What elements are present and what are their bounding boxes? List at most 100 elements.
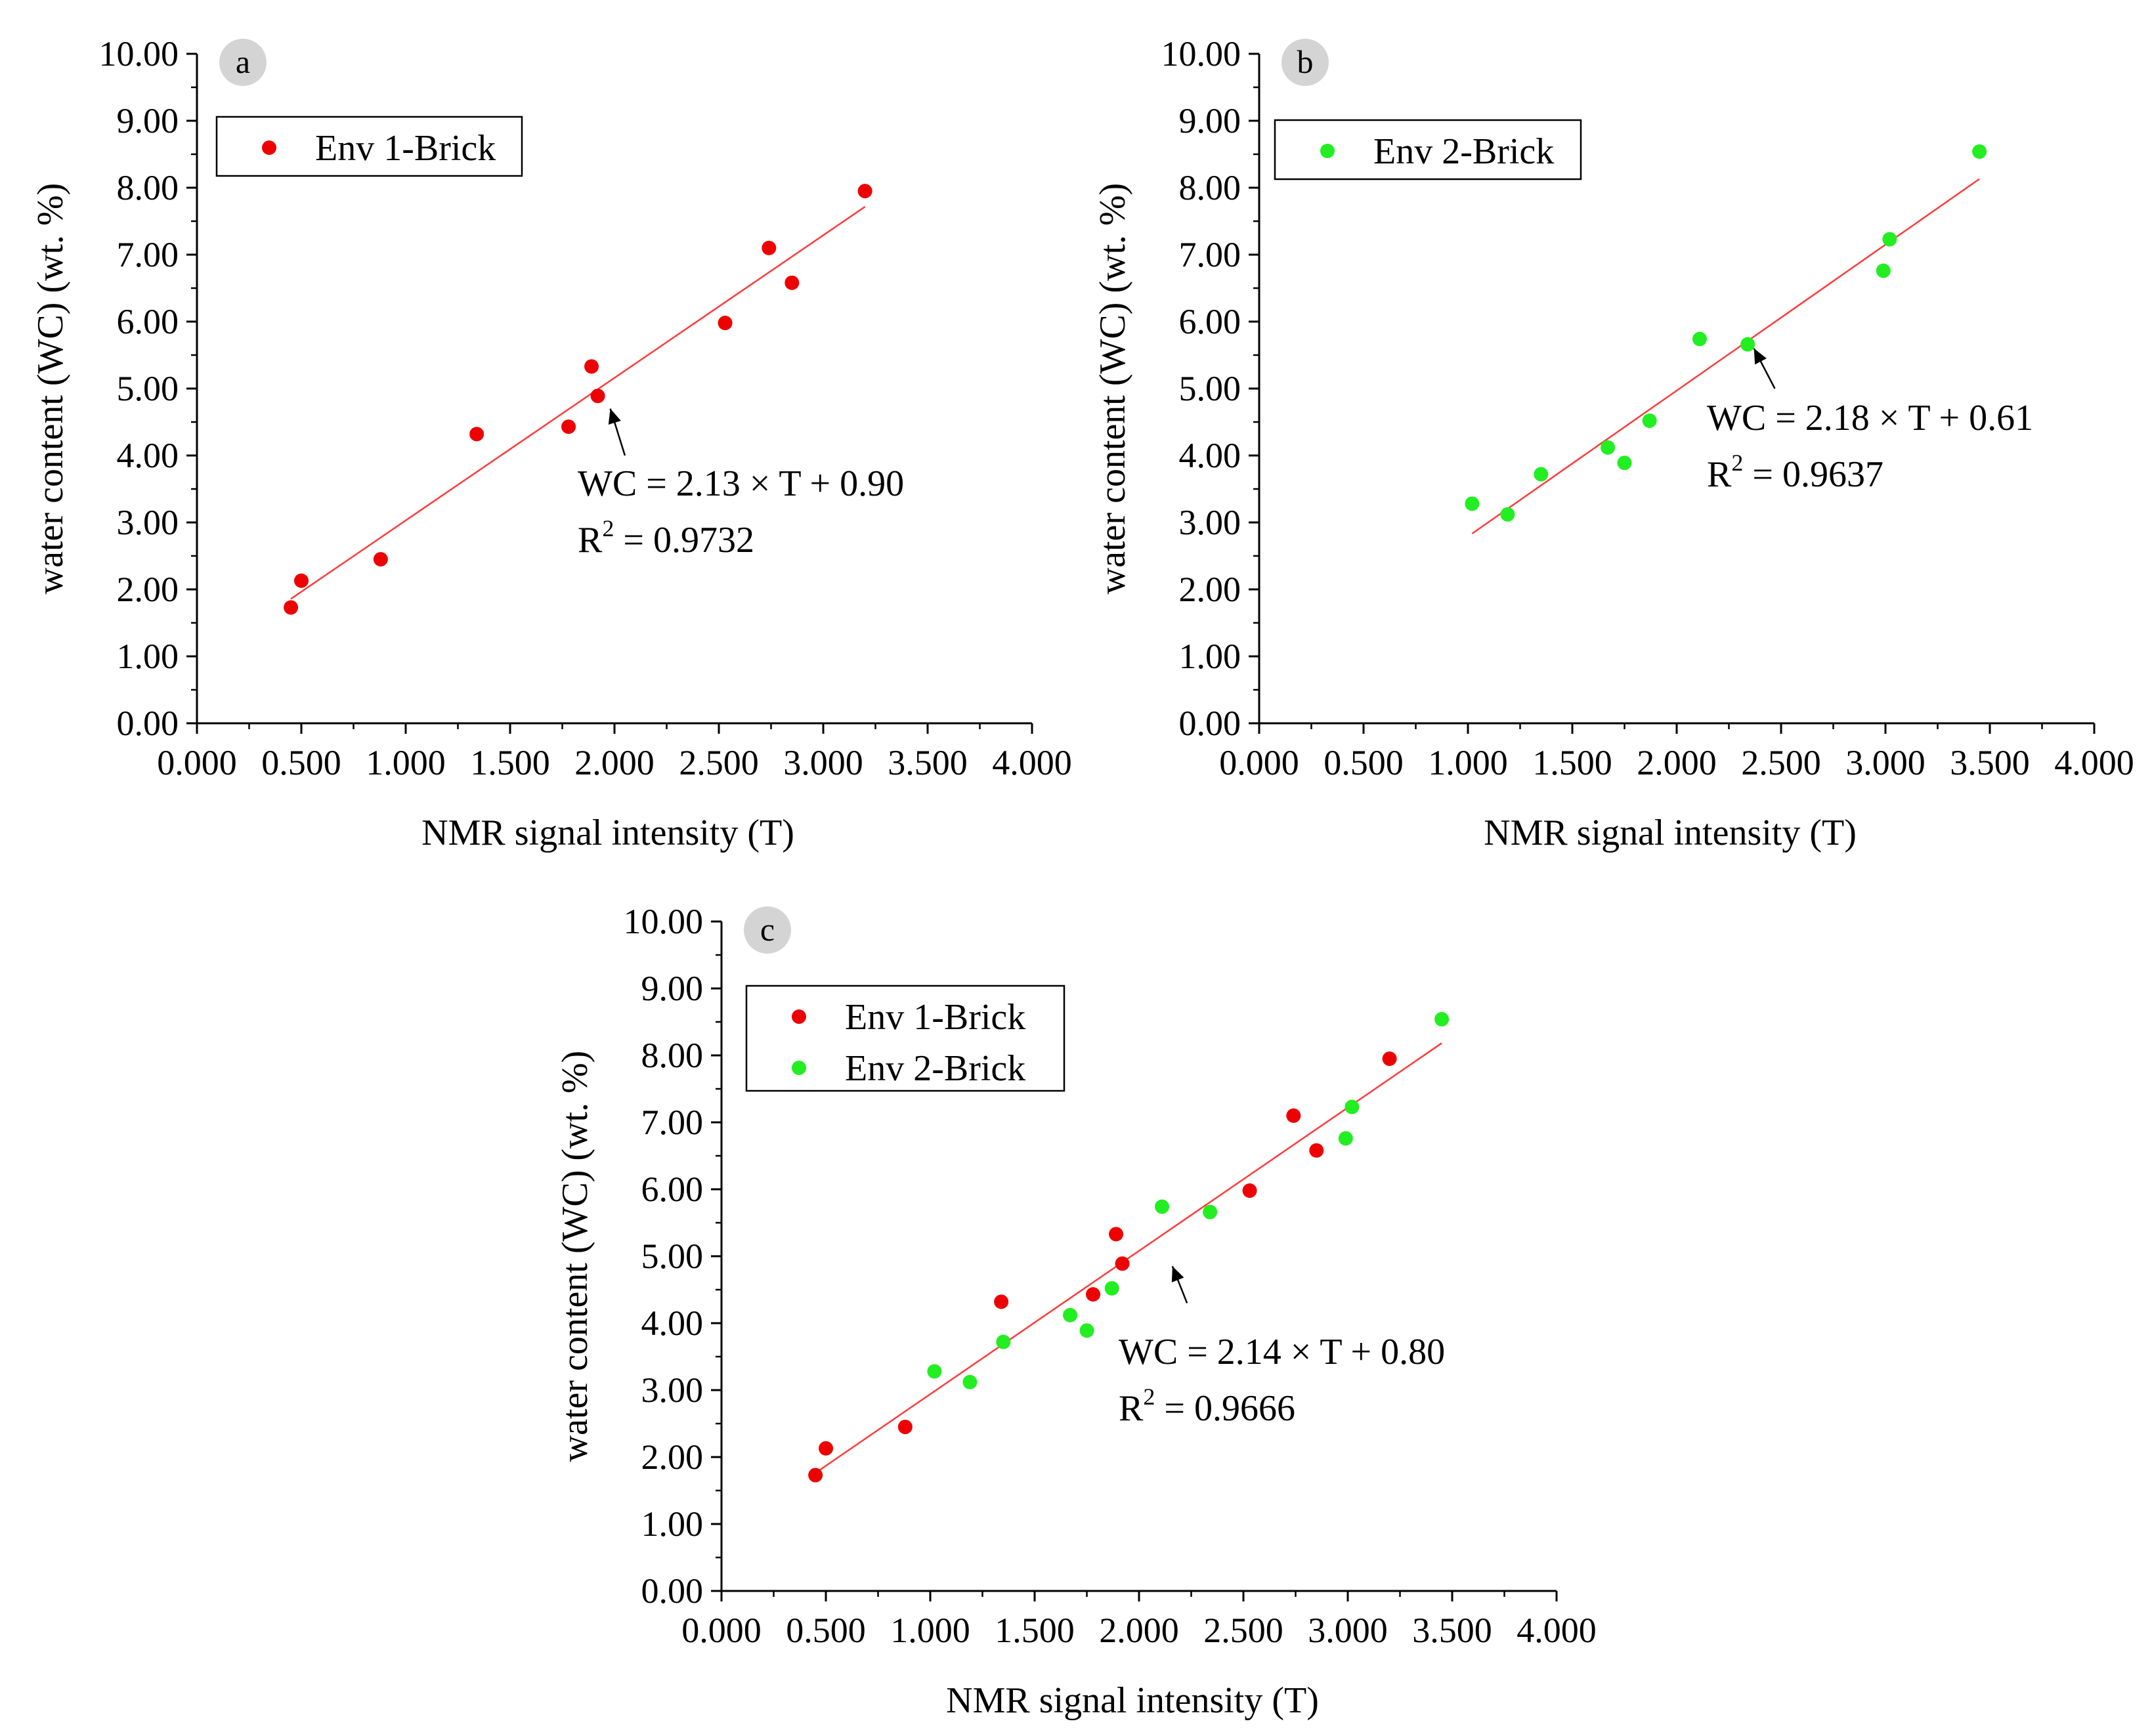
- series-env-2-brick: [927, 1011, 1450, 1389]
- r-squared-value: = 0.9637: [1743, 454, 1883, 495]
- data-point: [1601, 440, 1616, 455]
- series-env-2-brick: [1465, 144, 1987, 522]
- x-tick-label: 1.000: [1428, 743, 1508, 782]
- y-tick-label: 9.00: [641, 969, 704, 1008]
- data-point: [808, 1468, 823, 1483]
- data-point: [1154, 1199, 1169, 1214]
- data-point: [927, 1364, 942, 1379]
- annotation-arrow: [608, 408, 626, 456]
- legend-label: Env 1-Brick: [845, 997, 1025, 1038]
- data-point: [584, 359, 599, 374]
- x-tick-label: 3.000: [783, 743, 863, 782]
- panel-c: 0.000 0.500 1.000 1.500 2.000 2.500 3.000 3.500…: [555, 902, 1597, 1721]
- data-point: [1642, 413, 1657, 428]
- x-tick-label: 4.000: [1517, 1611, 1597, 1650]
- y-axis-title: water content (WC) (wt. %): [1092, 183, 1133, 595]
- x-tick-label: 0.500: [786, 1611, 866, 1650]
- y-tick-label: 4.00: [117, 436, 179, 475]
- annotation-arrow: [1171, 1265, 1188, 1303]
- y-tick-label: 2.00: [1179, 570, 1241, 609]
- series-env-1-brick: [808, 1051, 1397, 1483]
- y-tick-label: 6.00: [1179, 302, 1241, 341]
- legend-label: Env 2-Brick: [1373, 131, 1554, 172]
- data-point: [469, 427, 484, 442]
- r-squared-symbol: R: [578, 520, 603, 561]
- y-tick-label: 6.00: [117, 302, 179, 341]
- x-tick-label: 3.000: [1308, 1611, 1388, 1650]
- y-tick-label: 3.00: [641, 1370, 704, 1410]
- x-tick-label: 0.000: [1219, 743, 1299, 782]
- r-squared-value: = 0.9666: [1155, 1388, 1295, 1429]
- legend-label: Env 1-Brick: [315, 128, 496, 169]
- y-axis-title: water content (WC) (wt. %): [555, 1051, 595, 1462]
- y-tick-label: 7.00: [117, 235, 179, 274]
- y-tick-label: 0.00: [641, 1571, 704, 1611]
- legend: Env 2-Brick: [1274, 119, 1582, 180]
- legend-marker: [792, 1061, 806, 1075]
- legend-marker: [792, 1009, 806, 1024]
- x-tick-label: 2.000: [1099, 1611, 1179, 1650]
- data-point: [1104, 1281, 1119, 1296]
- data-point: [294, 573, 309, 588]
- y-tick-label: 8.00: [641, 1036, 704, 1075]
- x-tick-label: 4.000: [992, 743, 1072, 782]
- legend-marker: [262, 140, 276, 155]
- data-point: [1109, 1227, 1124, 1242]
- fit-equation: WC = 2.18 × T + 0.61: [1707, 398, 2033, 438]
- panel-badge: [1281, 39, 1329, 86]
- legend: Env 1-Brick Env 2-Brick: [745, 984, 1065, 1092]
- data-point: [1534, 467, 1549, 482]
- fit-equation: WC = 2.13 × T + 0.90: [578, 463, 904, 504]
- series-env-1-brick: [284, 184, 872, 615]
- data-point: [1079, 1323, 1094, 1338]
- x-tick-label: 1.500: [995, 1611, 1075, 1650]
- y-tick-label: 5.00: [641, 1237, 704, 1276]
- fit-line: [815, 1042, 1442, 1474]
- y-tick-label: 7.00: [641, 1103, 704, 1142]
- fit-equation: WC = 2.14 × T + 0.80: [1119, 1332, 1445, 1372]
- x-tick-label: 1.000: [890, 1611, 970, 1650]
- x-tick-label: 1.500: [1532, 743, 1612, 782]
- data-point: [1740, 337, 1755, 352]
- y-tick-label: 0.00: [1179, 704, 1241, 743]
- data-point: [284, 600, 299, 615]
- panel-a: 0.000 0.500 1.000 1.500 2.000 2.500 3.000 3.500…: [30, 34, 1072, 853]
- y-axis-title: water content (WC) (wt. %): [30, 183, 71, 595]
- data-point: [994, 1294, 1009, 1309]
- data-point: [1345, 1099, 1360, 1114]
- r-squared-exponent: 2: [602, 515, 614, 541]
- y-tick-label: 8.00: [117, 168, 179, 207]
- fit-line: [290, 205, 866, 600]
- data-point: [1434, 1011, 1450, 1027]
- y-tick-label: 2.00: [641, 1437, 704, 1477]
- y-tick-label: 10.00: [624, 902, 704, 941]
- data-point: [373, 552, 388, 567]
- y-tick-label: 3.00: [117, 503, 179, 542]
- data-point: [1465, 496, 1480, 511]
- x-axis-title: NMR signal intensity (T): [946, 1680, 1319, 1721]
- data-point: [857, 184, 872, 199]
- x-tick-label: 2.000: [1637, 743, 1717, 782]
- x-tick-label: 2.500: [1203, 1611, 1283, 1650]
- data-point: [1972, 144, 1987, 159]
- y-tick-label: 4.00: [641, 1303, 704, 1343]
- x-tick-label: 0.000: [681, 1611, 762, 1650]
- x-tick-label: 4.000: [2054, 743, 2134, 782]
- data-point: [996, 1334, 1011, 1349]
- r-squared-symbol: R: [1119, 1388, 1144, 1429]
- x-tick-label: 1.500: [470, 743, 550, 782]
- y-tick-label: 0.00: [117, 704, 179, 743]
- data-point: [819, 1441, 833, 1456]
- panel-letter: b: [1297, 43, 1314, 80]
- data-point: [1309, 1143, 1324, 1158]
- data-point: [897, 1420, 913, 1435]
- data-point: [1063, 1307, 1078, 1323]
- x-tick-label: 3.000: [1845, 743, 1926, 782]
- panel-badge: [744, 906, 791, 954]
- panel-letter: a: [236, 43, 250, 80]
- legend-label: Env 2-Brick: [845, 1048, 1025, 1089]
- x-tick-label: 2.000: [574, 743, 655, 782]
- panel-letter: c: [760, 911, 775, 948]
- annotation-arrow: [1753, 348, 1776, 389]
